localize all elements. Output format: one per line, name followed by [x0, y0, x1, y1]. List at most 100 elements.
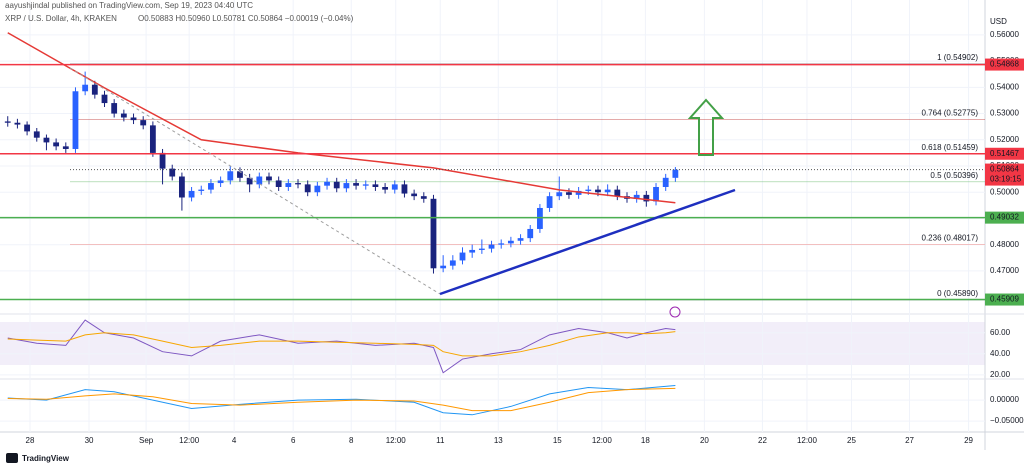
candle-body	[585, 189, 592, 191]
candle-body	[604, 189, 611, 193]
candle-body	[391, 184, 398, 190]
last-price-label: 0.50864	[990, 165, 1019, 174]
countdown: 03:19:15	[990, 175, 1022, 184]
candle-body	[556, 192, 563, 197]
candle-body	[614, 189, 621, 197]
candle-body	[653, 186, 659, 202]
candle-body	[595, 189, 601, 193]
x-tick-label: 29	[964, 436, 973, 445]
candle-body	[304, 184, 311, 193]
candle-body	[159, 152, 166, 169]
candle-body	[256, 176, 263, 185]
publisher: aayushjindal published on TradingView.co…	[5, 1, 253, 10]
candle-body	[314, 185, 321, 193]
candle-body	[53, 142, 60, 147]
candle-body	[430, 198, 437, 269]
candle-body	[237, 171, 243, 178]
candle-body	[130, 117, 137, 121]
candle-body	[227, 171, 234, 181]
candle-body	[4, 121, 11, 123]
candle-body	[411, 193, 418, 197]
candle-body	[575, 190, 582, 195]
candle-body	[208, 183, 214, 190]
last-price-box	[985, 163, 1024, 186]
candle-body	[478, 248, 485, 250]
fib-label: 0 (0.45890)	[937, 289, 978, 298]
candle-body	[353, 183, 359, 186]
fib-label: 0.5 (0.50396)	[930, 171, 978, 180]
candle-body	[111, 103, 118, 114]
candle-body	[517, 238, 524, 241]
y-tick-label: 0.53000	[990, 109, 1019, 118]
level-box	[985, 211, 1024, 224]
fib-label: 0.764 (0.52775)	[922, 109, 979, 118]
candle-body	[440, 265, 447, 269]
y-tick-label: 0.47000	[990, 266, 1019, 275]
candle-body	[246, 177, 253, 185]
level-box	[985, 58, 1024, 71]
fib-label: 1 (0.54902)	[937, 53, 978, 62]
candle-body	[72, 91, 79, 149]
ohlc: O0.50883 H0.50960 L0.50781 C0.50864 −0.0…	[138, 14, 354, 23]
candle-body	[488, 244, 495, 249]
candle-body	[333, 181, 340, 189]
candle-body	[217, 180, 224, 184]
candle-body	[43, 137, 50, 143]
candle-body	[507, 240, 514, 244]
y-tick-label: 40.00	[990, 349, 1011, 358]
x-tick-label: 18	[641, 436, 650, 445]
x-tick-label: 4	[232, 436, 237, 445]
y-tick-label: 0.56000	[990, 30, 1019, 39]
candle-body	[469, 249, 476, 253]
indicator-line	[7, 384, 676, 416]
level-label: 0.45909	[990, 295, 1019, 304]
candle-body	[285, 183, 292, 187]
plot-layer: 28 30 Sep 12:00 4 6 8 12:00 11 13 15 12:00 18 20 22 12:…	[0, 0, 1024, 445]
up-arrow	[687, 98, 725, 156]
candle-body	[643, 194, 650, 202]
event-icon	[669, 306, 681, 318]
candle-body	[362, 184, 369, 186]
candle-body	[633, 194, 640, 199]
candle-body	[295, 183, 301, 185]
candle-body	[343, 183, 350, 189]
x-tick-label: 12:00	[386, 436, 407, 445]
candle-body	[275, 180, 282, 187]
candle-body	[198, 189, 205, 191]
candle-body	[420, 196, 427, 199]
candle-body	[82, 84, 89, 92]
level-label: 0.54868	[990, 60, 1019, 69]
candle-body	[120, 113, 127, 118]
candle-body	[527, 228, 534, 239]
y-tick-label: 0.50000	[990, 187, 1019, 196]
candle-body	[382, 186, 389, 190]
candle-body	[149, 125, 156, 153]
level-box	[985, 147, 1024, 160]
currency: USD	[990, 17, 1007, 26]
symbol: XRP / U.S. Dollar, 4h, KRAKEN	[5, 14, 117, 23]
candle-body	[546, 196, 553, 208]
x-tick-label: 12:00	[592, 436, 613, 445]
moving-average	[7, 32, 676, 204]
level-label: 0.49032	[990, 213, 1019, 222]
x-tick-label: Sep	[139, 436, 154, 445]
fib-label: 0.236 (0.48017)	[922, 233, 979, 242]
fib-label: 0.618 (0.51459)	[922, 143, 979, 152]
x-tick-label: 25	[847, 436, 856, 445]
x-tick-label: 11	[436, 436, 445, 445]
indicator-line	[7, 387, 676, 412]
y-tick-label: 0.00000	[990, 395, 1019, 404]
y-tick-label: 0.54000	[990, 82, 1019, 91]
y-tick-label: −0.05000	[990, 416, 1024, 425]
x-tick-label: 20	[700, 436, 709, 445]
x-tick-label: 6	[291, 436, 296, 445]
candle-body	[179, 176, 185, 198]
x-tick-label: 8	[349, 436, 354, 445]
level-label: 0.51467	[990, 149, 1019, 158]
candle-body	[566, 192, 572, 195]
candle-body	[140, 120, 147, 126]
candle-body	[372, 184, 379, 187]
candle-body	[401, 184, 408, 194]
x-tick-label: 12:00	[179, 436, 200, 445]
